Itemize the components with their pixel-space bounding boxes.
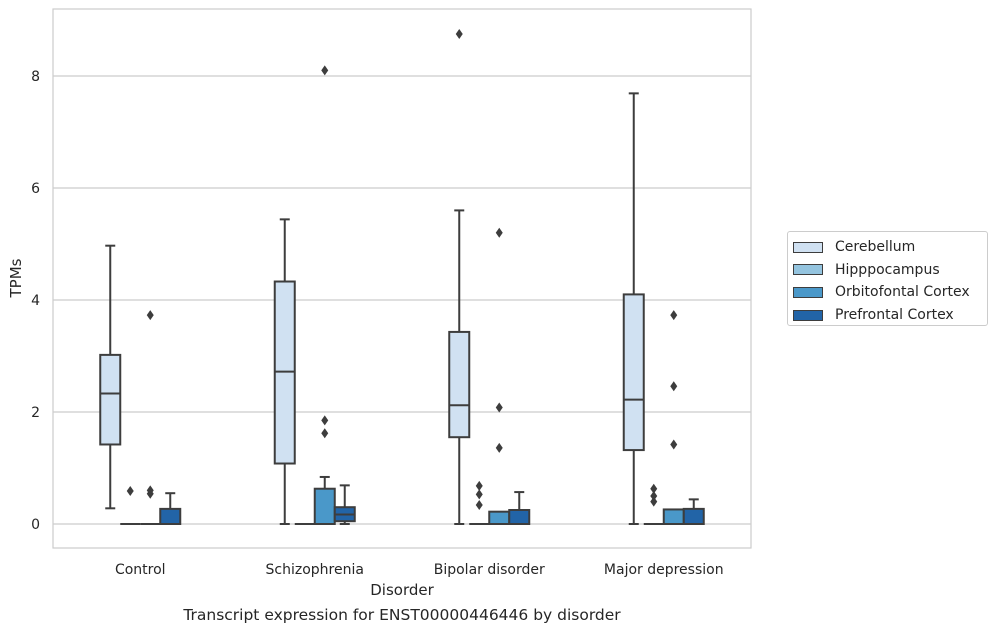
box-2-2 [488, 227, 511, 525]
box-body [622, 293, 645, 452]
box-3-2 [508, 491, 531, 525]
outlier-point [321, 428, 329, 439]
box-body [313, 487, 336, 525]
y-axis-label: TPMs [7, 258, 25, 298]
box-body [159, 507, 182, 526]
figure-caption: Transcript expression for ENST0000044644… [183, 606, 621, 624]
outlier-point [495, 402, 503, 413]
box-1-2 [469, 480, 490, 525]
box-body [448, 330, 471, 439]
outlier-point [650, 491, 658, 501]
outlier-point [475, 480, 483, 491]
x-tick-label: Control [115, 562, 166, 578]
x-axis-label: Disorder [370, 581, 434, 599]
outlier-point [321, 65, 329, 76]
box-1-3 [643, 483, 664, 525]
box-body [488, 510, 511, 525]
box-3-3 [682, 498, 705, 526]
legend-swatch [793, 264, 823, 276]
legend-item: Prefrontal Cortex [793, 304, 987, 327]
outlier-point [146, 485, 154, 496]
y-tick-label: 8 [31, 69, 40, 85]
outlier-point [475, 489, 483, 500]
box-3-1 [333, 484, 356, 525]
outlier-point [321, 415, 329, 426]
box-body [682, 507, 705, 526]
y-axis-ticks: 0 2 4 6 8 [31, 69, 40, 533]
boxes [99, 29, 705, 526]
legend-label: Cerebellum [835, 239, 916, 256]
box-body [99, 353, 122, 446]
legend-item: Orbitofontal Cortex [793, 281, 987, 304]
box-2-3 [662, 310, 685, 526]
legend-item: Hipppocampus [793, 259, 987, 282]
legend-swatch [793, 241, 823, 253]
x-tick-label: Bipolar disorder [434, 562, 545, 578]
outlier-point [650, 483, 658, 494]
box-body [508, 509, 531, 525]
legend-label: Hipppocampus [835, 261, 940, 278]
box-2-1 [313, 65, 336, 525]
outlier-point [475, 499, 483, 510]
y-tick-label: 4 [31, 293, 40, 309]
box-0-2 [448, 29, 471, 525]
outlier-point [670, 439, 678, 450]
outlier-point [126, 485, 134, 496]
box-0-3 [622, 92, 645, 525]
box-body [662, 508, 685, 526]
outlier-point [650, 496, 658, 507]
y-tick-label: 6 [31, 181, 40, 197]
plot-area [52, 8, 752, 549]
y-tick-label: 0 [31, 517, 40, 533]
y-tick-label: 2 [31, 405, 40, 421]
outlier-point [495, 442, 503, 453]
x-tick-label: Schizophrenia [266, 562, 364, 578]
box-0-0 [99, 244, 122, 510]
legend-label: Prefrontal Cortex [835, 307, 954, 324]
x-tick-label: Major depression [604, 562, 724, 578]
legend: Cerebellum Hipppocampus Orbitofontal Corte… [787, 231, 988, 326]
grid-lines [53, 75, 751, 525]
box-2-0 [140, 310, 161, 525]
legend-item: Cerebellum [793, 236, 987, 259]
outlier-point [146, 310, 154, 321]
legend-swatch [793, 309, 823, 321]
legend-swatch [793, 286, 823, 298]
outlier-point [495, 227, 503, 238]
x-axis-ticks: Control Schizophrenia Bipolar disorder Majo… [115, 562, 724, 578]
box-3-0 [159, 492, 182, 526]
outlier-point [670, 310, 678, 321]
outlier-point [455, 29, 463, 39]
legend-label: Orbitofontal Cortex [835, 284, 970, 301]
outlier-point [670, 381, 678, 392]
box-0-1 [273, 218, 296, 525]
box-1-0 [120, 485, 141, 525]
